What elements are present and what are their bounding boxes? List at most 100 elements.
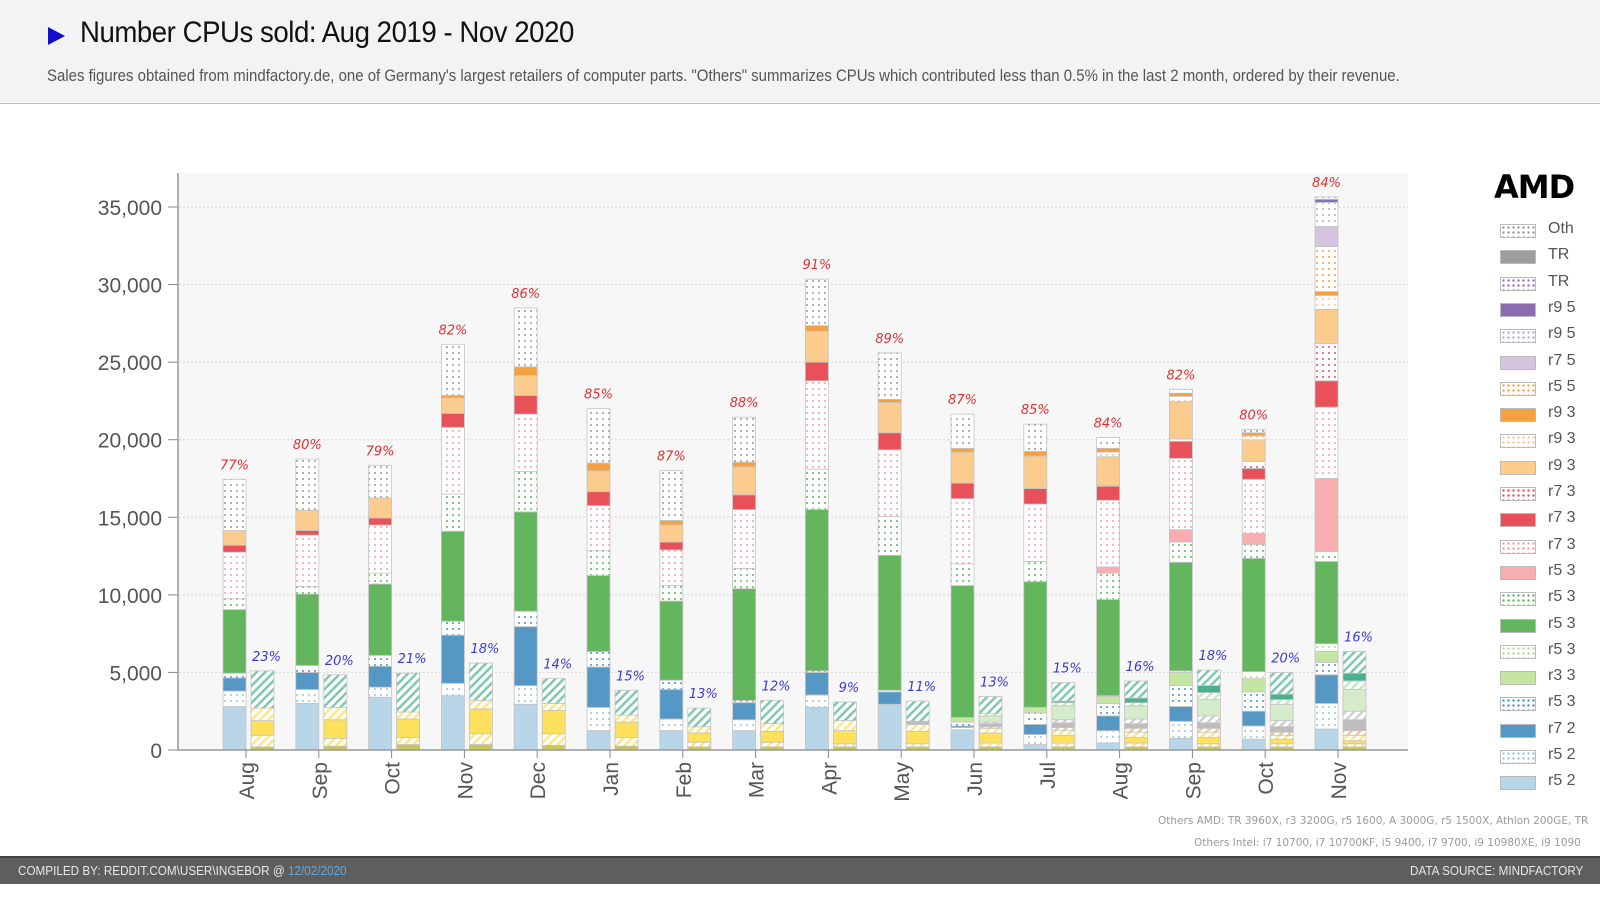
intel-bar-segment bbox=[1051, 734, 1076, 744]
amd-bar-segment bbox=[1314, 196, 1339, 200]
amd-bar-segment bbox=[1023, 724, 1048, 735]
intel-bar-segment bbox=[468, 699, 493, 710]
compiled-by: COMPILED BY: REDDIT.COM\USER\INGEBOR @ bbox=[18, 863, 288, 878]
page-subtitle: Sales figures obtained from mindfactory.… bbox=[47, 66, 1400, 85]
amd-bar-segment bbox=[1241, 671, 1266, 680]
intel-bar-segment bbox=[833, 720, 857, 732]
intel-share-label: 15% bbox=[616, 669, 645, 684]
amd-bar-segment bbox=[1241, 725, 1266, 740]
amd-bar-segment bbox=[222, 672, 247, 679]
intel-bar-segment bbox=[1269, 672, 1294, 695]
amd-bar-segment bbox=[1096, 742, 1120, 751]
y-tick-label: 5,000 bbox=[109, 662, 162, 685]
amd-bar-segment bbox=[1314, 561, 1339, 645]
footer-data-source: DATA SOURCE: MINDFACTORY bbox=[1410, 863, 1584, 878]
legend-swatch bbox=[1500, 697, 1536, 712]
amd-bar-segment bbox=[586, 730, 611, 751]
amd-bar-segment bbox=[1169, 737, 1193, 751]
intel-bar-segment bbox=[250, 720, 275, 736]
amd-bar-segment bbox=[440, 682, 465, 697]
intel-bar-segment bbox=[396, 737, 421, 745]
y-tick-label: 20,000 bbox=[98, 430, 162, 453]
intel-bar-segment bbox=[1342, 689, 1367, 712]
legend-swatch bbox=[1500, 776, 1536, 791]
amd-bar-segment bbox=[1169, 720, 1193, 739]
intel-bar-segment bbox=[1124, 723, 1148, 729]
x-tick-label: Jul bbox=[1037, 762, 1060, 789]
legend-label: r5 3 bbox=[1548, 614, 1576, 632]
amd-bar-segment bbox=[368, 517, 393, 526]
amd-bar-segment bbox=[1241, 439, 1266, 462]
x-tick-label: Oct bbox=[1255, 762, 1278, 795]
amd-bar-segment bbox=[659, 519, 684, 526]
amd-bar-segment bbox=[295, 509, 320, 531]
amd-share-label: 80% bbox=[293, 438, 322, 453]
intel-bar-segment bbox=[1269, 699, 1294, 705]
intel-bar-segment bbox=[1051, 727, 1076, 732]
amd-bar-segment bbox=[659, 679, 684, 690]
amd-bar-segment bbox=[1096, 703, 1120, 717]
intel-share-label: 15% bbox=[1053, 662, 1082, 677]
amd-bar-segment bbox=[805, 468, 829, 510]
intel-bar-segment bbox=[1269, 720, 1294, 728]
legend-label: r9 3 bbox=[1548, 456, 1576, 474]
intel-bar-segment bbox=[1124, 718, 1148, 725]
intel-bar-segment bbox=[760, 741, 784, 748]
amd-bar-segment bbox=[732, 702, 756, 721]
amd-bar-segment bbox=[1096, 599, 1120, 697]
amd-bar-segment bbox=[1314, 651, 1339, 663]
legend-swatch bbox=[1500, 329, 1536, 344]
amd-bar-segment bbox=[1314, 291, 1339, 296]
intel-bar-segment bbox=[1269, 726, 1294, 733]
intel-bar-segment bbox=[1051, 702, 1076, 707]
amd-bar-segment bbox=[295, 689, 320, 704]
amd-bar-segment bbox=[1096, 572, 1120, 600]
amd-bar-segment bbox=[1314, 343, 1339, 382]
amd-bar-segment bbox=[659, 470, 684, 521]
amd-bar-segment bbox=[1241, 461, 1266, 469]
legend-label: Oth bbox=[1548, 220, 1574, 237]
footer: COMPILED BY: REDDIT.COM\USER\INGEBOR @ 1… bbox=[0, 856, 1600, 884]
amd-bar-segment bbox=[1314, 380, 1339, 408]
amd-bar-segment bbox=[1314, 246, 1339, 292]
amd-bar-segment bbox=[295, 703, 320, 751]
legend-label: r9 3 bbox=[1548, 404, 1576, 422]
x-tick-label: Jun bbox=[964, 762, 987, 796]
legend-swatch bbox=[1500, 276, 1536, 291]
amd-bar-segment bbox=[1169, 541, 1193, 563]
amd-bar-segment bbox=[659, 689, 684, 720]
intel-share-label: 13% bbox=[980, 675, 1009, 690]
intel-bar-segment bbox=[1124, 727, 1148, 733]
legend-label: r9 5 bbox=[1548, 325, 1576, 343]
amd-bar-segment bbox=[1023, 706, 1048, 714]
amd-bar-segment bbox=[1241, 691, 1266, 712]
intel-bar-segment bbox=[1342, 672, 1367, 682]
legend-label: r7 3 bbox=[1548, 509, 1576, 527]
intel-bar-segment bbox=[1197, 743, 1221, 748]
x-tick-label: Jan bbox=[600, 762, 623, 796]
amd-bar-segment bbox=[222, 677, 247, 692]
amd-bar-segment bbox=[1241, 468, 1266, 480]
legend-swatch bbox=[1500, 224, 1536, 238]
amd-bar-segment bbox=[586, 651, 611, 668]
amd-bar-segment bbox=[368, 665, 393, 688]
intel-bar-segment bbox=[468, 733, 493, 745]
amd-bar-segment bbox=[950, 717, 975, 723]
amd-bar-segment bbox=[1023, 455, 1048, 489]
intel-bar-segment bbox=[760, 723, 784, 732]
legend-swatch bbox=[1500, 592, 1536, 607]
amd-bar-segment bbox=[440, 343, 465, 396]
intel-bar-segment bbox=[1342, 710, 1367, 721]
intel-bar-segment bbox=[1269, 703, 1294, 721]
intel-bar-segment bbox=[978, 715, 1003, 723]
amd-bar-segment bbox=[805, 330, 829, 363]
amd-bar-segment bbox=[586, 470, 611, 493]
amd-bar-segment bbox=[586, 408, 611, 464]
x-tick-label: Aug bbox=[1110, 762, 1133, 799]
intel-bar-segment bbox=[323, 737, 348, 747]
intel-bar-segment bbox=[468, 744, 493, 751]
intel-bar-segment bbox=[978, 732, 1003, 744]
amd-bar-segment bbox=[368, 696, 393, 751]
amd-bar-segment bbox=[659, 600, 684, 681]
legend-swatch bbox=[1500, 644, 1536, 659]
